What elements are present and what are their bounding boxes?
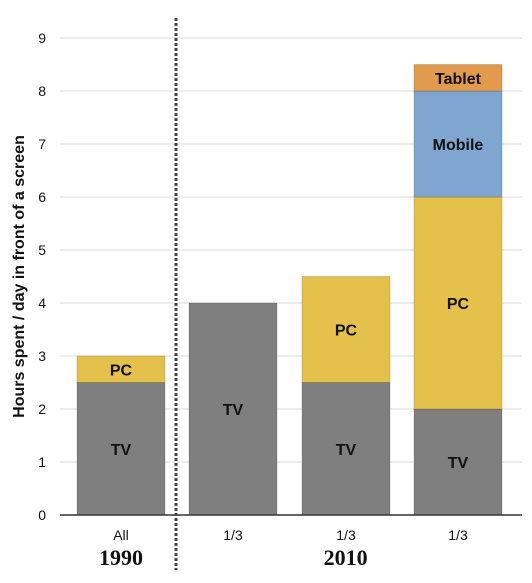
bar-segment-tv [76,382,166,516]
segment-label-tablet: Tablet [435,71,482,88]
segment-labels: TV PC TV TV PC TV PC Mobile Tablet [110,71,484,472]
bars [76,64,503,516]
bar-segment-pc [301,276,391,383]
segment-label-tv: TV [448,455,469,472]
x-category-label: All [113,527,129,543]
y-tick-label: 1 [38,454,46,470]
x-group-label: 2010 [324,545,368,570]
category-labels: All 1/3 1/3 1/3 [113,527,468,543]
y-tick-label: 9 [38,30,46,46]
y-tick-label: 4 [38,295,46,311]
segment-label-pc: PC [335,323,358,340]
segment-label-tv: TV [336,442,357,459]
y-tick-label: 3 [38,348,46,364]
x-category-label: 1/3 [448,527,468,543]
y-tick-label: 5 [38,242,46,258]
segment-label-pc: PC [110,362,133,379]
x-category-label: 1/3 [223,527,243,543]
y-tick-label: 7 [38,136,46,152]
segment-label-pc: PC [447,296,470,313]
bar-segment-mobile [413,90,503,198]
y-tick-label: 6 [38,189,46,205]
y-axis-label: Hours spent / day in front of a screen [11,135,28,418]
group-labels: 1990 2010 [99,545,368,570]
y-tick-label: 0 [38,507,46,523]
y-tick-label: 8 [38,83,46,99]
segment-label-tv: TV [111,442,132,459]
x-group-label: 1990 [99,545,143,570]
segment-label-mobile: Mobile [433,137,484,154]
y-tick-labels: 0 1 2 3 4 5 6 7 8 9 [38,30,46,523]
bar-segment-tv [413,408,503,516]
x-category-label: 1/3 [336,527,356,543]
bar-segment-tablet [413,64,503,92]
segment-label-tv: TV [223,402,244,419]
bar-segment-pc [76,355,166,383]
y-tick-label: 2 [38,401,46,417]
